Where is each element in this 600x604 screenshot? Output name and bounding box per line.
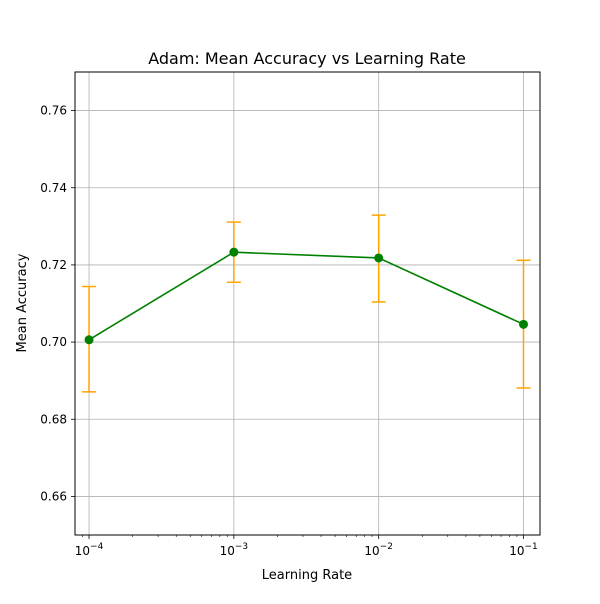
y-tick-label: 0.76: [40, 104, 67, 118]
axis-ticks: 10−4 10−3 10−2 10−1 0.66 0.68 0.70 0.72 0.74 0.76: [40, 104, 537, 558]
data-point: [229, 247, 239, 257]
y-tick-label: 0.72: [40, 258, 67, 272]
y-tick-label: 0.70: [40, 335, 67, 349]
y-axis-label: Mean Accuracy: [15, 253, 30, 352]
x-axis-label: Learning Rate: [262, 568, 352, 583]
plot-frame: [74, 71, 541, 536]
series-line: [88, 251, 524, 341]
series: [82, 214, 531, 393]
x-tick-label: 10−4: [75, 542, 104, 558]
grid: [75, 72, 540, 535]
x-tick-label: 10−1: [509, 542, 538, 558]
y-tick-label: 0.66: [40, 489, 67, 503]
chart-title: Adam: Mean Accuracy vs Learning Rate: [148, 49, 466, 68]
y-tick-label: 0.68: [40, 412, 67, 426]
x-tick-label: 10−3: [220, 542, 249, 558]
data-point: [84, 335, 94, 345]
x-tick-label: 10−2: [364, 542, 393, 558]
y-tick-label: 0.74: [40, 181, 67, 195]
data-point: [518, 319, 528, 329]
data-point: [374, 253, 384, 263]
